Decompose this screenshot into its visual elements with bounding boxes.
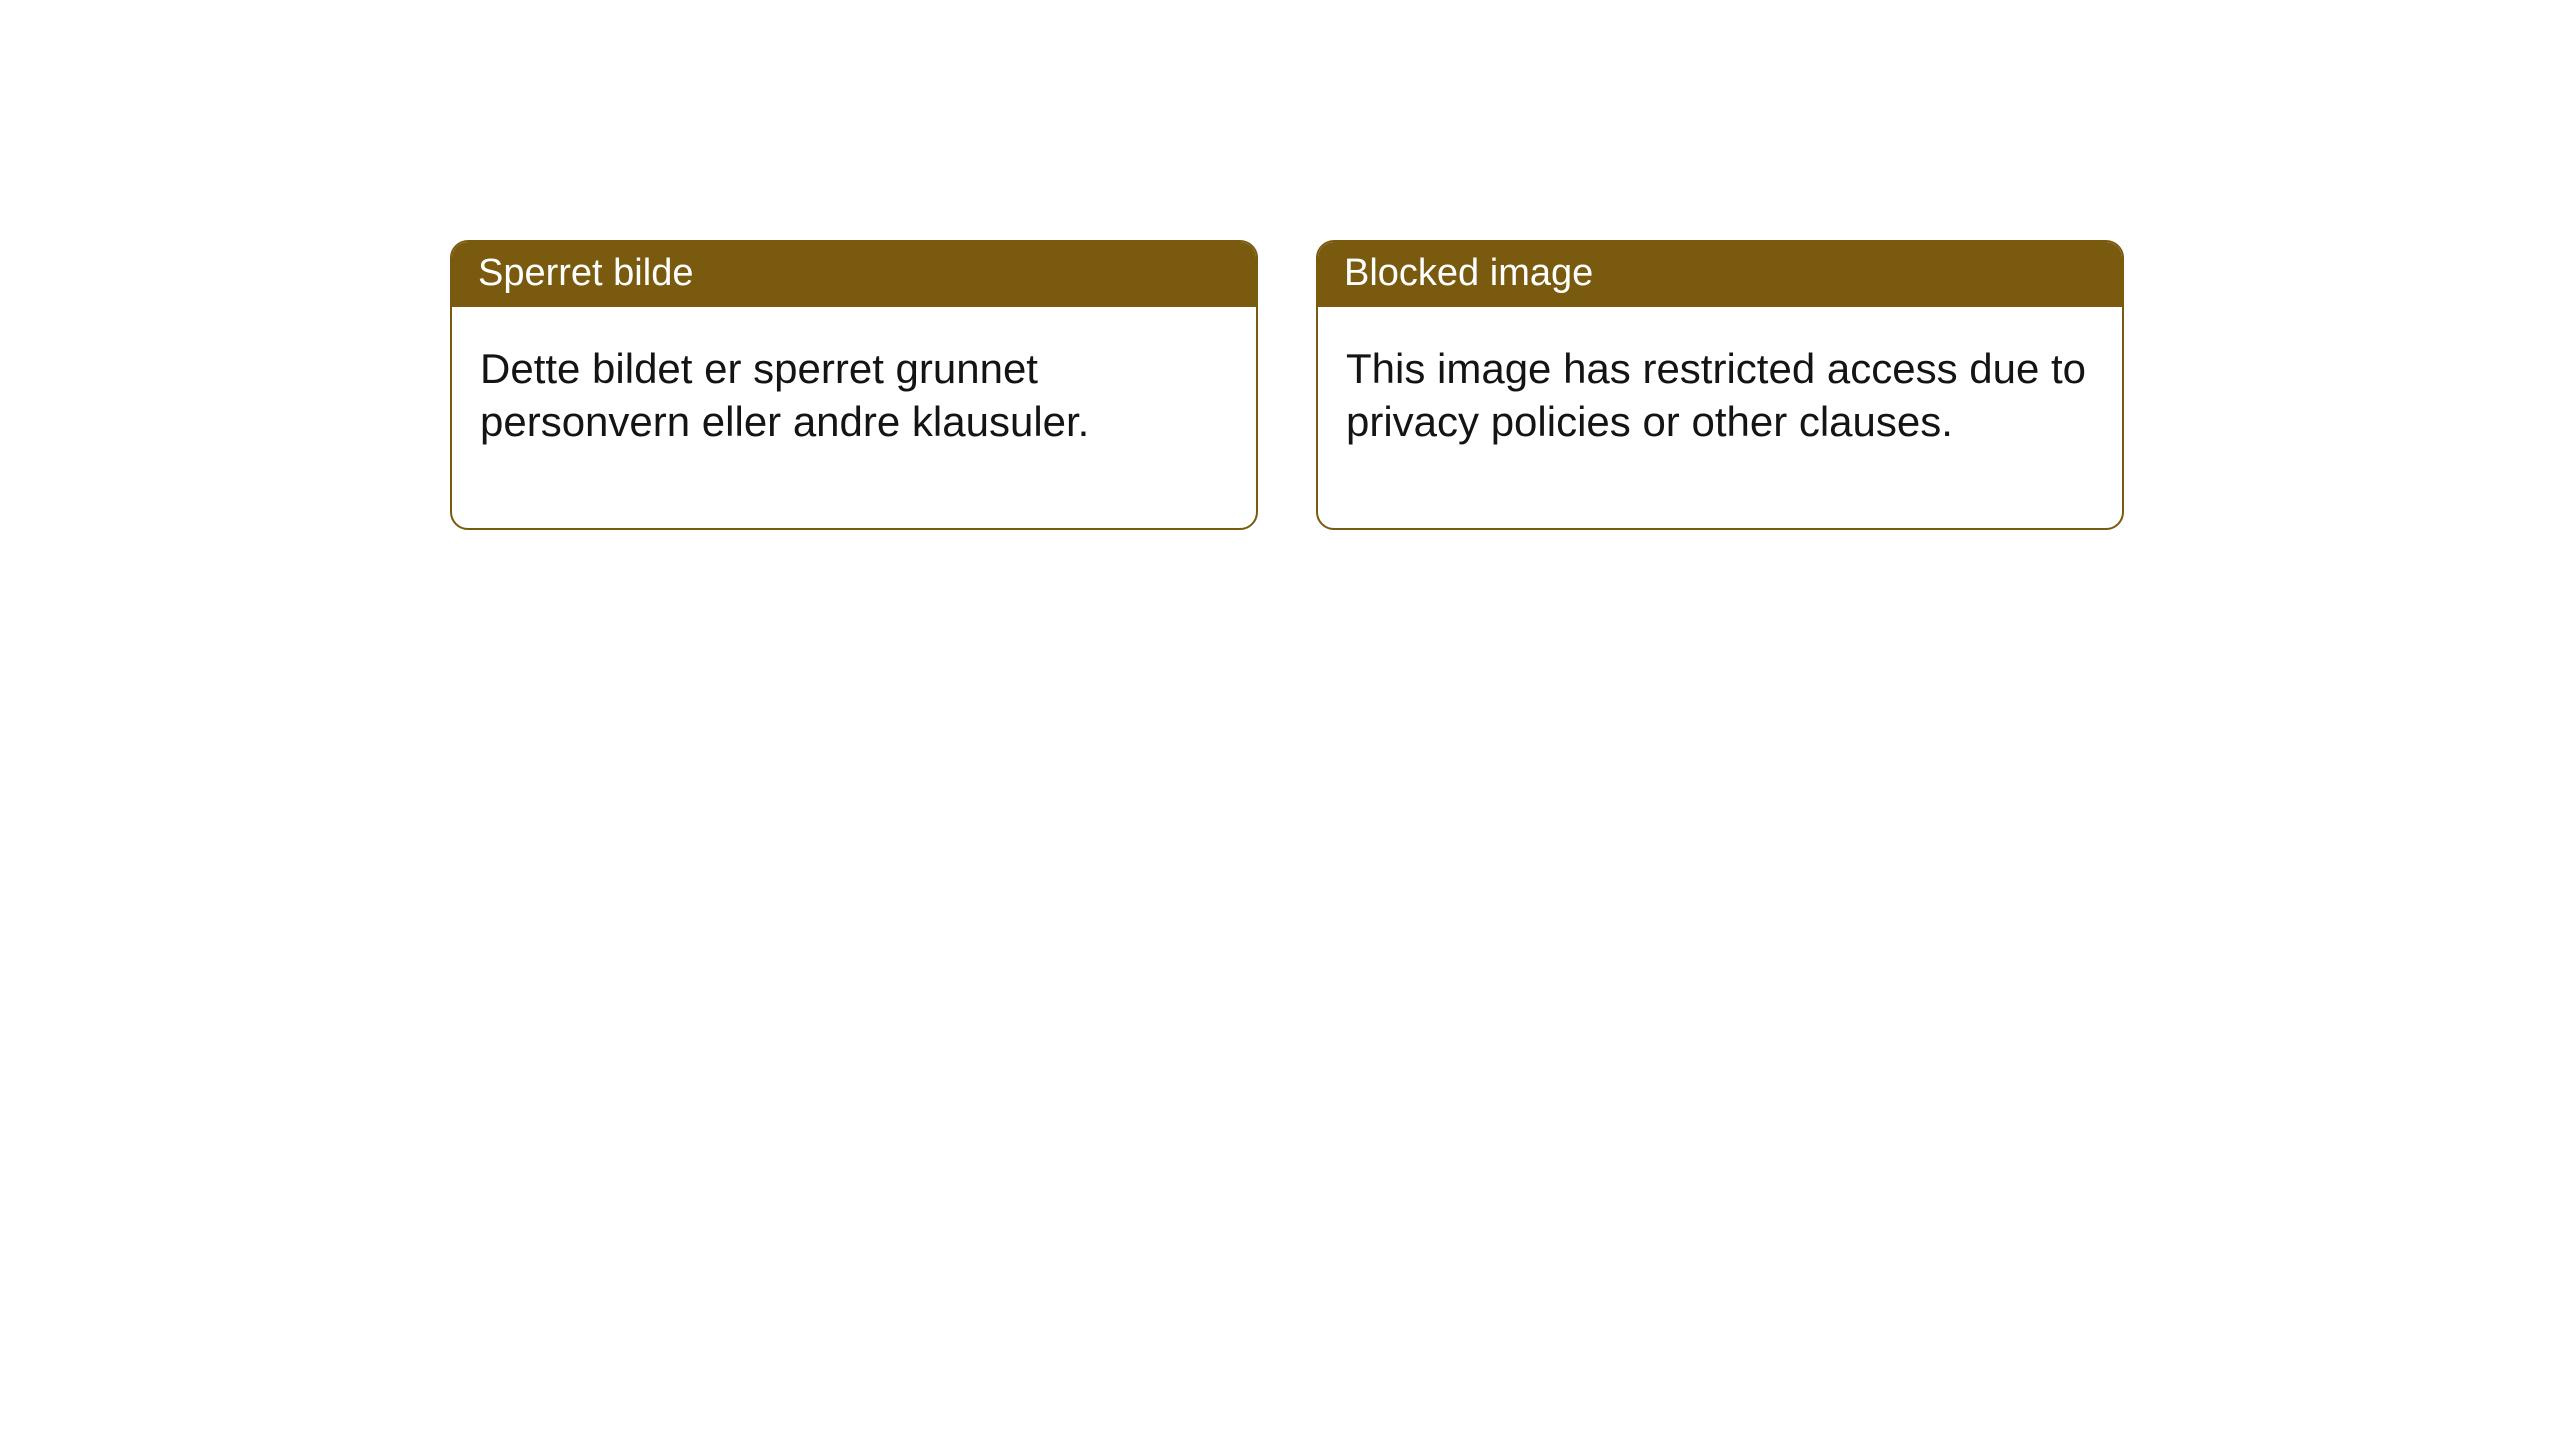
notice-card-title: Sperret bilde	[452, 242, 1256, 307]
notice-card-title: Blocked image	[1318, 242, 2122, 307]
notice-card-english: Blocked image This image has restricted …	[1316, 240, 2124, 530]
notice-card-norwegian: Sperret bilde Dette bildet er sperret gr…	[450, 240, 1258, 530]
notice-card-body: Dette bildet er sperret grunnet personve…	[452, 307, 1256, 528]
notice-container: Sperret bilde Dette bildet er sperret gr…	[0, 0, 2560, 530]
notice-card-body: This image has restricted access due to …	[1318, 307, 2122, 528]
